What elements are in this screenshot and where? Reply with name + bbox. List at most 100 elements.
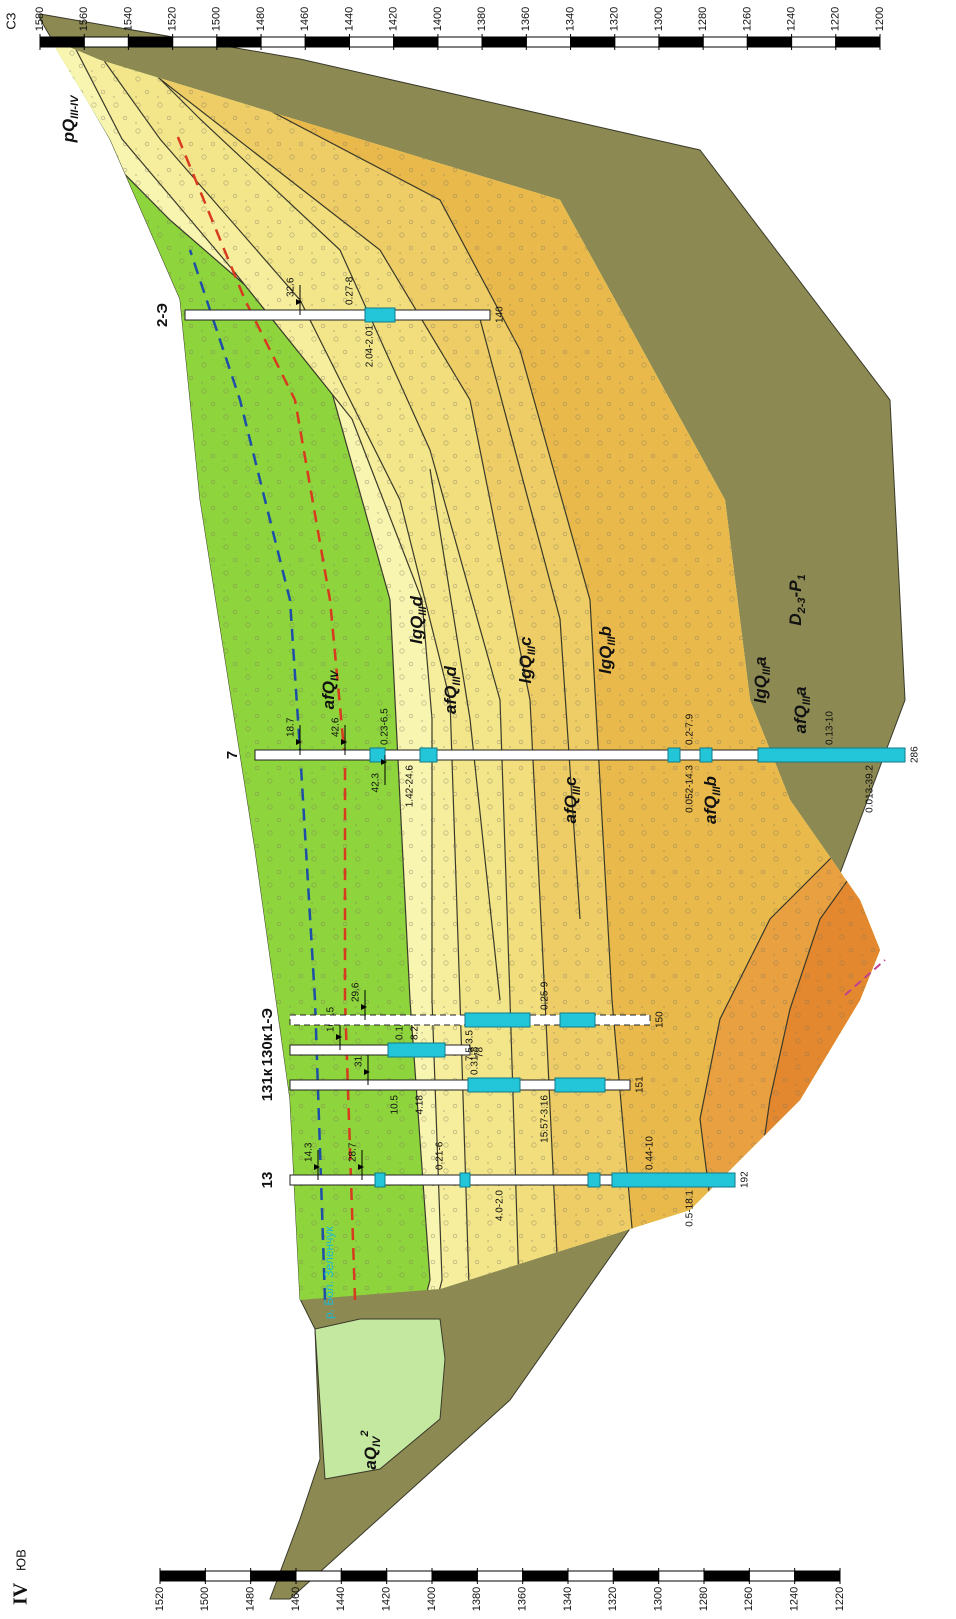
water-level: 14.3 [304,1142,315,1162]
scale-label: 1280 [698,1587,710,1611]
borehole-name: 13 [259,1172,276,1189]
unit-label-part: pQ [59,119,78,144]
unit-label-part: lgQ [407,616,426,644]
screen-interval [554,1077,606,1093]
scale-segment [525,36,572,48]
borehole-note: 2.04-2.01 [365,325,376,368]
screen-interval [464,1012,531,1028]
scale-label: 1360 [520,7,532,31]
scale-segment [260,36,306,48]
scale-segment [216,36,262,48]
water-level-marker [314,1164,320,1170]
unit-label-part: III [571,785,583,795]
scale-label: 1500 [211,7,223,31]
scale-segment [386,1570,433,1582]
scale-label: 1400 [432,7,444,31]
water-level: 18.7 [286,717,297,737]
scale-segment [567,1570,614,1582]
borehole-name: 7 [224,751,241,759]
scale-label: 1400 [426,1587,438,1611]
scale-label: 1520 [167,7,179,31]
scale-segment [791,36,837,48]
scale-segment [348,36,395,48]
borehole-note: 0.13-10 [825,711,836,745]
water-level-marker [361,1004,367,1010]
scale-label: 1300 [653,1587,665,1611]
unit-label-part: III [451,675,463,685]
scale-segment [304,36,350,48]
screen-interval [611,1172,736,1188]
scale-segment [340,1570,388,1582]
water-level: 31.7 [354,1047,365,1067]
river-deposits [314,1318,446,1480]
screen-interval [699,747,713,763]
scale-segment [702,36,748,48]
borehole-note: 8.2 [410,1026,421,1040]
unit-label-part: 2-3 [796,597,808,614]
unit-label-part: afQ [561,795,580,823]
scale-label: 1440 [343,7,355,31]
borehole-note: 0.14 [395,1020,406,1040]
unit-label-part: III [526,645,538,655]
water-level-marker [364,1069,370,1075]
scale-label: 1320 [607,1587,619,1611]
unit-label-part: D [786,613,805,625]
borehole-note: 0.052-14.3 [685,765,696,813]
water-level: 42.6 [331,717,342,737]
unit-label-part: a [791,687,810,696]
scale-label: 1220 [834,1587,846,1611]
unit-label: lgQIIId [407,595,428,644]
unit-label-part: c [561,776,580,786]
unit-label-part: c [516,636,535,646]
direction: ЮВ [13,1549,28,1571]
scale-label: 1220 [830,7,842,31]
scale-segment [437,36,483,48]
unit-label: afQIIIa [791,687,812,734]
scale-label: 1320 [609,7,621,31]
borehole-name: 131к [259,1068,276,1101]
borehole-note: 0.21-6 [435,1141,446,1170]
unit-label-part: afQ [319,681,338,709]
borehole-note: 0.31-8 [470,1046,481,1075]
borehole-depth: 78 [475,1046,486,1058]
unit-label-part: III-IV [69,94,81,119]
unit-label: afQIIIc [561,776,582,824]
unit-label-part: lgQ [516,655,535,683]
borehole-depth: 150 [655,1011,666,1028]
unit-label: afQIIIb [701,776,722,824]
scale-segment [794,1570,841,1582]
water-level-marker [381,759,387,765]
unit-label: D2-3-P1 [786,574,807,625]
scale-segment [570,36,616,48]
scale-segment [295,1570,342,1582]
water-level: 28.7 [348,1142,359,1162]
unit-label: pQIII-IV [59,94,80,143]
scale-segment [612,1570,660,1582]
scale-label: 1540 [122,7,134,31]
screen-interval [559,1012,596,1028]
unit-label: lgQIIIb [596,626,617,674]
unit-label-part: lgQ [596,646,615,674]
borehole-note: 0.5-18.1 [685,1190,696,1227]
unit-label-part: b [596,626,615,636]
borehole-note: 0.23-6.5 [380,708,391,745]
scale-segment [746,36,793,48]
borehole-note: 7.5-3.5 [465,1030,476,1062]
unit-label-part: aQ [361,1447,380,1470]
borehole-note: 1.42-24.6 [405,765,416,808]
unit-label-part: a [751,657,770,666]
fault [844,959,886,996]
screen-interval [374,1172,386,1188]
screen-interval [587,1172,601,1188]
borehole-note: 4.18 [415,1095,426,1115]
water-level-marker [296,739,302,745]
water-table-2 [173,129,357,1301]
scale-label: 1500 [199,1587,211,1611]
borehole-depth: 286 [910,746,921,763]
unit-label-part: afQ [441,686,460,714]
unit-label-part: III [711,785,723,795]
scale-label: 1480 [255,7,267,31]
contact [479,318,581,920]
